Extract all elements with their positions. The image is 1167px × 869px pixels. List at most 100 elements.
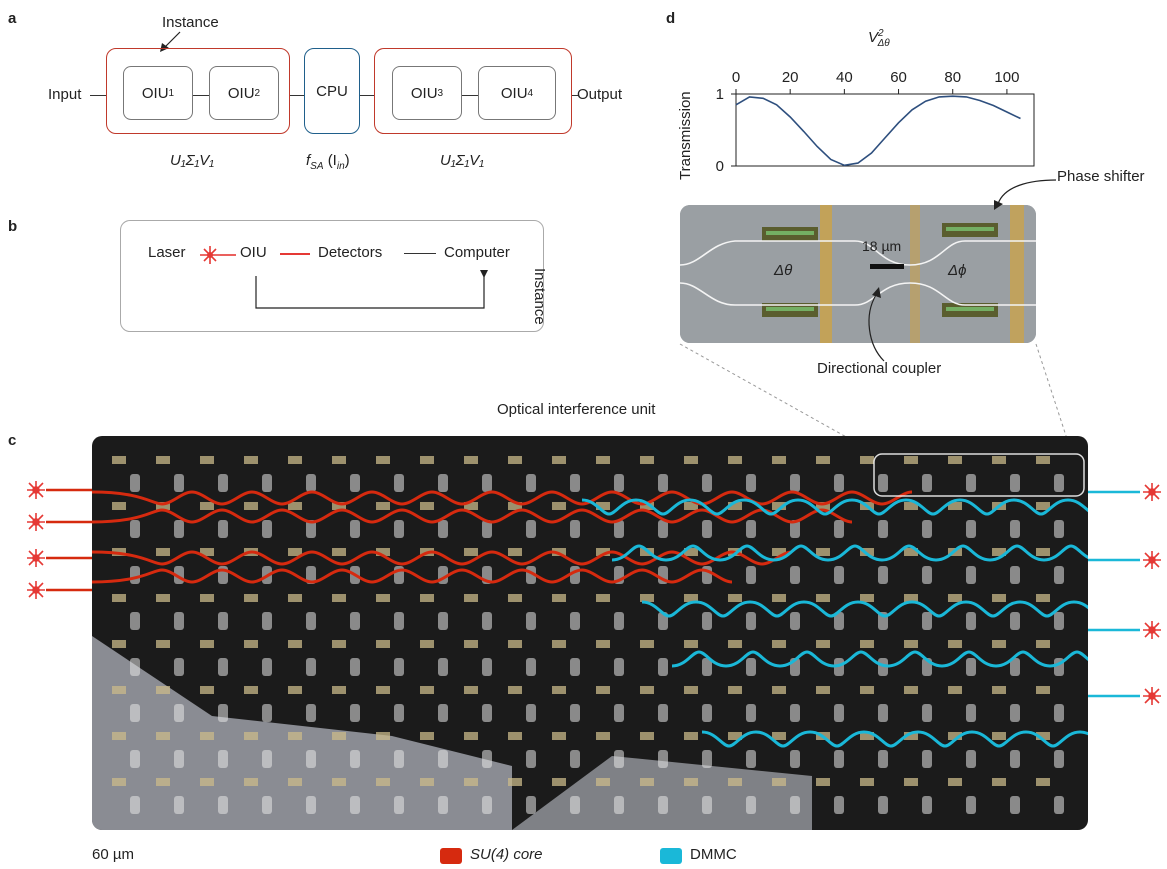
pad-dots	[262, 658, 272, 676]
pad-dots	[350, 704, 360, 722]
heater-pad	[816, 778, 830, 786]
pad-dots	[702, 658, 712, 676]
instance-frame	[120, 220, 544, 332]
heater-pad	[728, 686, 742, 694]
dmmc-waveguide	[701, 730, 1088, 748]
pad-dots	[438, 520, 448, 538]
heater-pad	[552, 732, 566, 740]
pad-dots	[174, 796, 184, 814]
heater-pad	[816, 502, 830, 510]
heater-pad	[200, 456, 214, 464]
pad-dots	[966, 612, 976, 630]
pad-dots	[614, 750, 624, 768]
pad-dots	[526, 474, 536, 492]
heater-pad	[904, 502, 918, 510]
heater-pad	[992, 548, 1006, 556]
pad-dots	[130, 750, 140, 768]
oiu-2-box: OIU 2	[209, 66, 279, 120]
heater-pad	[376, 778, 390, 786]
heater-pad	[464, 502, 478, 510]
pad-dots	[394, 658, 404, 676]
heater-pad	[376, 502, 390, 510]
heater-pad	[1036, 778, 1050, 786]
pad-dots	[218, 658, 228, 676]
heater-pad	[948, 502, 962, 510]
oiu-1-box: OIU 1	[123, 66, 193, 120]
pad-dots	[262, 750, 272, 768]
heater-pad	[376, 594, 390, 602]
heater-pad	[464, 732, 478, 740]
heater-pad	[244, 594, 258, 602]
heater-pad	[464, 594, 478, 602]
pad-dots	[834, 612, 844, 630]
caption-usv-right: U₁Σ₁V₁	[440, 152, 485, 169]
heater-pad	[464, 778, 478, 786]
pad-dots	[746, 566, 756, 584]
heater-pad	[992, 732, 1006, 740]
pad-dots	[570, 658, 580, 676]
heater-pad	[156, 640, 170, 648]
legend-label-su4: SU(4) core	[470, 846, 543, 863]
heater-pad	[948, 778, 962, 786]
heater-pad	[728, 456, 742, 464]
pad-dots	[174, 704, 184, 722]
pad-dots	[790, 796, 800, 814]
pad-dots	[262, 796, 272, 814]
pad-dots	[482, 520, 492, 538]
x-tick-label: 80	[944, 69, 961, 86]
panel-letter-c: c	[8, 432, 17, 449]
heater-pad	[948, 640, 962, 648]
directional-coupler-label: Directional coupler	[817, 360, 942, 377]
caption-arg-sub: in	[336, 161, 345, 172]
pad-dots	[1054, 750, 1064, 768]
pad-dots	[834, 750, 844, 768]
oiu-detector-link	[280, 253, 310, 255]
panel-letter-a: a	[8, 10, 17, 27]
pad-dots	[878, 704, 888, 722]
heater-pad	[200, 640, 214, 648]
heater-pad	[816, 686, 830, 694]
heater-pad	[552, 594, 566, 602]
pad-dots	[702, 612, 712, 630]
input-line	[90, 95, 106, 97]
heater-pad	[156, 732, 170, 740]
pad-dots	[306, 704, 316, 722]
heater-pad	[112, 640, 126, 648]
mzi-micrograph-art	[680, 205, 1036, 343]
oiu-1-sup: 1	[168, 87, 175, 99]
chip-micrograph	[92, 436, 1088, 830]
chart-axis-sub: Δθ	[877, 38, 890, 49]
zoom-guide-lines	[679, 343, 1071, 449]
pad-dots	[306, 520, 316, 538]
input-laser-icon	[27, 513, 45, 531]
pad-dots	[570, 474, 580, 492]
pad-dots	[262, 612, 272, 630]
heater-pad	[1036, 686, 1050, 694]
pad-dots	[570, 796, 580, 814]
instance-vertical-label: Instance	[531, 268, 548, 325]
x-tick-label: 20	[782, 69, 799, 86]
x-tick-label: 100	[994, 69, 1019, 86]
pad-dots	[658, 750, 668, 768]
heater-pad	[200, 686, 214, 694]
pad-dots	[922, 750, 932, 768]
heater-pad	[992, 594, 1006, 602]
pad-dots	[526, 750, 536, 768]
heater-pad	[684, 502, 698, 510]
pad-dots	[482, 612, 492, 630]
pad-dots	[702, 474, 712, 492]
directional-coupler-arrow	[868, 287, 885, 362]
heater-pad	[420, 778, 434, 786]
pad-dots	[306, 474, 316, 492]
input-label: Input	[48, 86, 82, 103]
heater-pad	[332, 548, 346, 556]
heater-pad	[464, 548, 478, 556]
laser-label: Laser	[148, 244, 186, 261]
oiu-3-box: OIU 3	[392, 66, 462, 120]
heater-pad	[112, 594, 126, 602]
pad-dots	[834, 658, 844, 676]
y-tick-label: 0	[716, 158, 724, 175]
heater-pad	[156, 456, 170, 464]
pad-dots	[174, 658, 184, 676]
